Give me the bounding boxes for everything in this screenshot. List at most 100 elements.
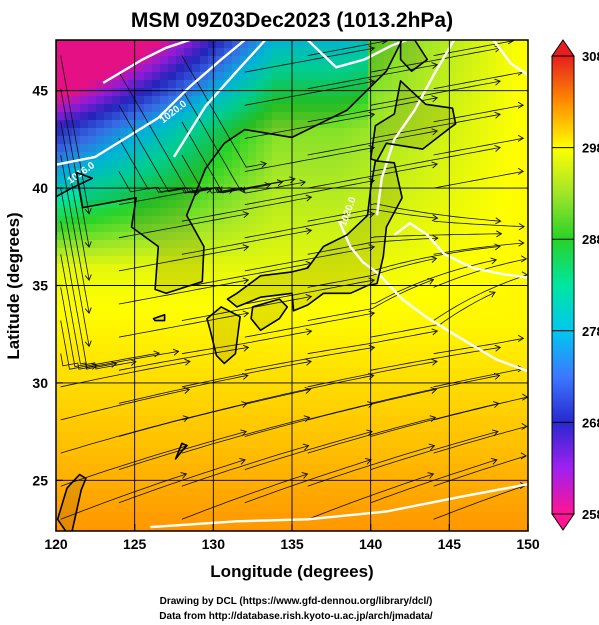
field-cell: [392, 320, 401, 329]
field-cell: [304, 512, 313, 521]
field-cell: [336, 352, 345, 361]
streamline: [118, 312, 249, 338]
field-cell: [304, 136, 313, 145]
field-cell: [72, 296, 81, 305]
field-cell: [312, 160, 321, 169]
field-cell: [216, 448, 225, 457]
field-cell: [248, 384, 257, 393]
x-tick-label: 120: [44, 536, 68, 552]
streamline-arrowhead: [242, 310, 250, 318]
field-cell: [352, 408, 361, 417]
field-cell: [144, 208, 153, 217]
field-cell: [160, 512, 169, 521]
field-cell: [232, 424, 241, 433]
field-cell: [432, 424, 441, 433]
field-cell: [320, 488, 329, 497]
field-cell: [264, 456, 273, 465]
field-cell: [192, 424, 201, 433]
streamline: [118, 375, 248, 404]
field-cell: [416, 496, 425, 505]
field-cell: [112, 56, 121, 65]
field-cell: [464, 280, 473, 289]
field-cell: [112, 320, 121, 329]
field-cell: [344, 264, 353, 273]
field-cell: [480, 448, 489, 457]
field-cell: [496, 296, 505, 305]
field-cell: [320, 144, 329, 153]
field-cell: [504, 152, 513, 161]
field-cell: [400, 280, 409, 289]
field-cell: [168, 88, 177, 97]
field-cell: [408, 72, 417, 81]
field-cell: [136, 384, 145, 393]
field-cell: [440, 208, 449, 217]
field-cell: [224, 104, 233, 113]
field-cell: [408, 208, 417, 217]
field-cell: [360, 488, 369, 497]
field-cell: [504, 160, 513, 169]
field-cell: [112, 176, 121, 185]
field-cell: [136, 64, 145, 73]
field-cell: [440, 464, 449, 473]
field-cell: [424, 368, 433, 377]
field-cell: [504, 496, 513, 505]
field-cell: [272, 528, 281, 531]
field-cell: [208, 288, 217, 297]
field-cell: [392, 528, 401, 531]
field-cell: [248, 56, 257, 65]
field-cell: [296, 272, 305, 281]
colorbar-tick-label: 308: [582, 49, 599, 64]
field-cell: [264, 296, 273, 305]
field-cell: [192, 360, 201, 369]
field-cell: [128, 440, 137, 449]
field-cell: [176, 440, 185, 449]
field-cell: [176, 192, 185, 201]
field-cell: [144, 320, 153, 329]
field-cell: [344, 472, 353, 481]
field-cell: [56, 200, 65, 209]
field-cell: [80, 120, 89, 129]
field-cell: [400, 104, 409, 113]
field-cell: [128, 320, 137, 329]
field-cell: [488, 264, 497, 273]
field-cell: [200, 352, 209, 361]
field-cell: [72, 448, 81, 457]
field-cell: [304, 176, 313, 185]
field-cell: [456, 464, 465, 473]
field-cell: [320, 304, 329, 313]
field-cell: [376, 496, 385, 505]
field-cell: [408, 336, 417, 345]
field-cell: [424, 480, 433, 489]
field-cell: [464, 64, 473, 73]
field-cell: [64, 448, 73, 457]
field-cell: [256, 448, 265, 457]
field-cell: [96, 104, 105, 113]
field-cell: [376, 256, 385, 265]
field-cell: [216, 480, 225, 489]
field-cell: [176, 88, 185, 97]
field-cell: [328, 400, 337, 409]
field-cell: [392, 352, 401, 361]
field-cell: [56, 320, 65, 329]
field-cell: [336, 152, 345, 161]
field-cell: [496, 344, 505, 353]
field-cell: [416, 504, 425, 513]
streamline-arrowhead: [494, 144, 501, 152]
field-cell: [320, 312, 329, 321]
field-cell: [360, 528, 369, 531]
field-cell: [424, 304, 433, 313]
streamline: [118, 187, 245, 205]
field-cell: [408, 288, 417, 297]
field-cell: [104, 496, 113, 505]
field-cell: [320, 360, 329, 369]
field-cell: [384, 88, 393, 97]
field-cell: [232, 48, 241, 57]
field-cell: [144, 264, 153, 273]
field-cell: [408, 176, 417, 185]
field-cell: [456, 176, 465, 185]
field-cell: [488, 72, 497, 81]
field-cell: [416, 64, 425, 73]
field-cell: [176, 256, 185, 265]
field-cell: [208, 312, 217, 321]
field-cell: [72, 328, 81, 337]
